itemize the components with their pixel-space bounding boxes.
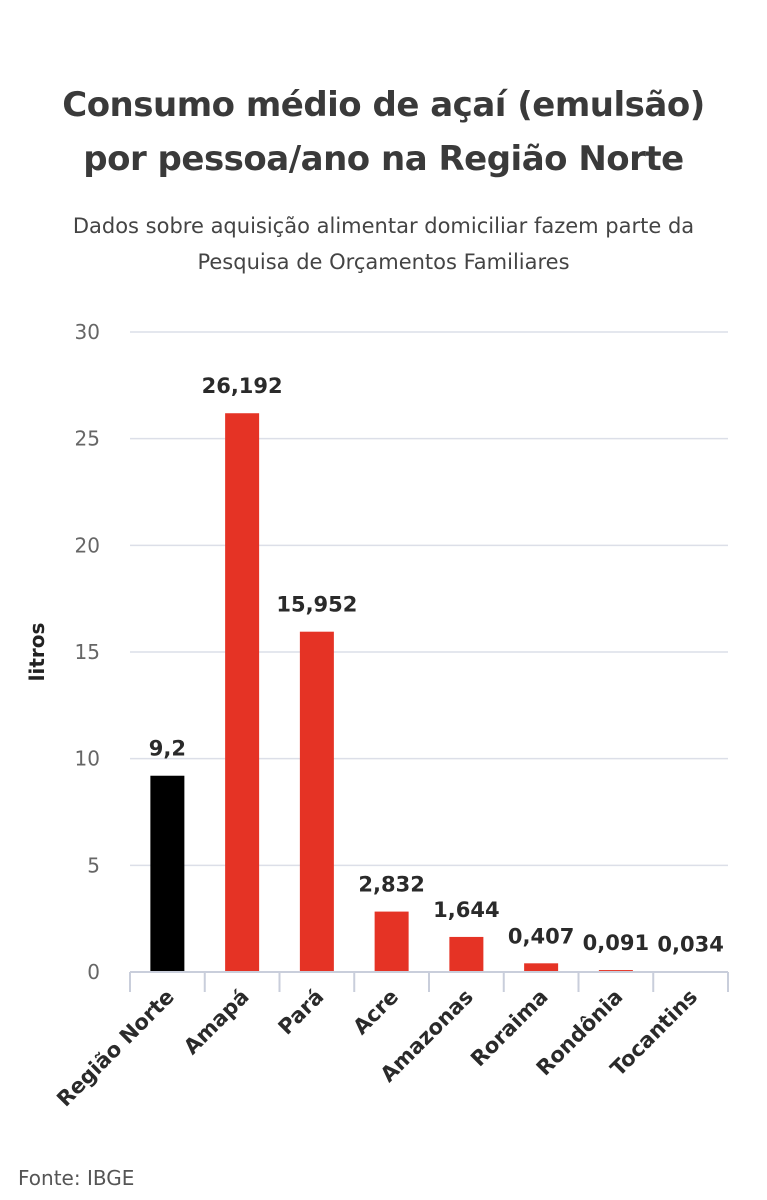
bars (150, 413, 708, 973)
bar-amapa (225, 413, 260, 973)
y-tick-label: 20 (75, 533, 100, 557)
x-axis: Região Norte Amapá Pará AcreAmazonasRoraima… (52, 971, 729, 1112)
y-axis-label: litros (25, 623, 49, 682)
data-labels: 9,2 26,192 15,952 2,832 1,644 0,407 0,091 0,034 (149, 374, 724, 956)
y-axis-ticks: 0 5 10 15 20 25 30 (75, 320, 100, 984)
data-label: 26,192 (202, 374, 283, 398)
data-label: 15,952 (276, 593, 357, 617)
source-note: Fonte: IBGE (18, 1166, 135, 1190)
chart-subtitle: Dados sobre aquisição alimentar domicili… (0, 208, 767, 280)
y-tick-label: 0 (87, 960, 100, 984)
data-label: 0,407 (508, 924, 574, 948)
bar-para (299, 631, 334, 972)
y-tick-label: 30 (75, 320, 100, 344)
bar-chart: 0 5 10 15 20 25 30 9,2 26,192 15,952 2,832 1,644 0,… (25, 320, 729, 1112)
y-tick-label: 25 (75, 427, 100, 451)
y-tick-label: 5 (87, 853, 100, 877)
x-tick-label: Região Norte (52, 985, 179, 1112)
chart-title-line-1: Consumo médio de açaí (emulsão) (62, 85, 705, 125)
bar-roraima (524, 963, 559, 972)
chart-title-line-2: por pessoa/ano na Região Norte (83, 139, 684, 179)
chart-title: Consumo médio de açaí (emulsão) por pess… (0, 78, 767, 186)
chart-subtitle-line-2: Pesquisa de Orçamentos Familiares (197, 250, 570, 274)
data-label: 0,091 (583, 931, 649, 955)
bar-amazonas (449, 936, 484, 972)
data-label: 0,034 (657, 932, 723, 956)
x-tick-label: Amapá (179, 985, 254, 1060)
bar-acre (374, 911, 409, 972)
data-label: 1,644 (433, 898, 499, 922)
bar-regiao-norte (150, 775, 185, 972)
y-tick-label: 15 (75, 640, 100, 664)
chart-subtitle-line-1: Dados sobre aquisição alimentar domicili… (72, 214, 695, 238)
y-tick-label: 10 (75, 747, 100, 771)
data-label: 2,832 (358, 873, 424, 897)
gridlines (130, 331, 728, 867)
x-tick-label: Acre (348, 985, 403, 1040)
data-label: 9,2 (149, 737, 186, 761)
x-tick-label: Pará (274, 985, 329, 1040)
